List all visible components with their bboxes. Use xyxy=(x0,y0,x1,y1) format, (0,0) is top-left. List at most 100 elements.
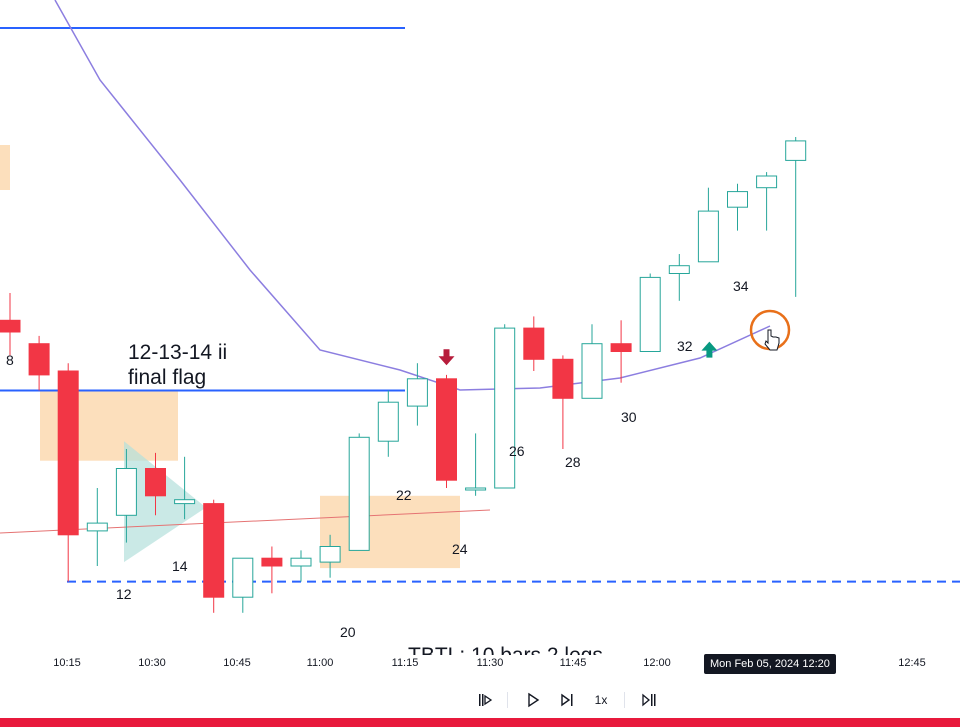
chart-pane[interactable]: 12-13-14 ii final flag TBTL: 10 bars 2 l… xyxy=(0,0,960,655)
candle-16 xyxy=(232,557,254,613)
play-button[interactable] xyxy=(522,688,544,712)
play-icon xyxy=(528,692,540,708)
toolbar-separator xyxy=(507,692,508,708)
bar-count-label: 24 xyxy=(452,541,468,557)
replay-toolbar: 1x xyxy=(0,682,960,718)
candle-28 xyxy=(581,324,603,399)
bar-count-label: 22 xyxy=(396,487,412,503)
candle-33 xyxy=(727,183,748,231)
candle-22 xyxy=(406,363,428,426)
sell-arrow-icon xyxy=(438,349,455,366)
annotation-flag-line1: 12-13-14 ii xyxy=(128,341,228,364)
candle-body xyxy=(86,522,108,532)
candle-body xyxy=(581,343,603,399)
candle-body xyxy=(494,327,516,489)
candle-body xyxy=(785,140,807,161)
candle-body xyxy=(552,358,574,399)
candle-21 xyxy=(377,390,399,457)
candle-body xyxy=(319,546,341,563)
progress-stripe xyxy=(0,718,960,727)
candle-body xyxy=(756,175,778,189)
candle-20 xyxy=(348,433,370,551)
time-tick-label: 11:00 xyxy=(306,657,334,669)
price-chart[interactable] xyxy=(0,0,960,655)
ema-line xyxy=(54,0,771,391)
bar-count-label: 32 xyxy=(677,338,693,354)
time-tick-label: 10:15 xyxy=(53,657,81,669)
time-tick-label: 11:45 xyxy=(559,657,587,669)
candle-body xyxy=(668,265,690,275)
candle-23 xyxy=(436,374,457,488)
step-forward-icon xyxy=(561,693,573,707)
candle-body xyxy=(697,210,719,263)
candle-body xyxy=(610,343,632,353)
candle-12 xyxy=(115,449,137,543)
candle-34 xyxy=(756,172,778,231)
candle-body xyxy=(203,503,225,598)
candle-body xyxy=(57,370,79,536)
candle-body xyxy=(436,378,457,481)
candle-35 xyxy=(785,137,807,297)
candle-body xyxy=(523,327,545,360)
candle-11 xyxy=(86,488,108,566)
speed-button[interactable]: 1x xyxy=(594,693,608,707)
candle-24 xyxy=(465,433,487,496)
candle-body xyxy=(727,191,748,208)
bar-count-label: 28 xyxy=(565,454,581,470)
candle-10 xyxy=(57,363,79,582)
candle-26 xyxy=(523,316,545,371)
candle-31 xyxy=(668,254,690,301)
candle-body xyxy=(261,557,283,567)
buy-arrow-icon xyxy=(701,341,718,358)
crosshair-time-label: Mon Feb 05, 2024 12:20 xyxy=(704,654,836,674)
candle-14 xyxy=(174,456,196,520)
bar-count-label: 20 xyxy=(340,624,356,640)
zone-rect xyxy=(0,145,10,190)
candle-25 xyxy=(494,324,516,489)
hand-cursor-icon xyxy=(764,329,780,351)
bar-count-label: 12 xyxy=(116,586,132,602)
candle-32 xyxy=(697,187,719,263)
bar-count-label: 26 xyxy=(509,443,525,459)
bar-count-label: 8 xyxy=(6,352,14,368)
candle-body xyxy=(115,468,137,516)
annotation-flag-line2: final flag xyxy=(128,366,207,389)
time-tick-label: 10:30 xyxy=(138,657,166,669)
skip-forward-icon xyxy=(642,693,656,707)
jump-to-realtime-button[interactable] xyxy=(638,688,660,712)
time-tick-label: 12:45 xyxy=(898,657,926,669)
candle-body xyxy=(0,319,21,333)
time-tick-label: 11:30 xyxy=(476,657,504,669)
toolbar-separator xyxy=(624,692,625,708)
candle-27 xyxy=(552,355,574,449)
candle-body xyxy=(290,557,312,567)
candle-13 xyxy=(145,452,166,516)
triangle-pattern xyxy=(124,441,206,563)
candle-body xyxy=(465,487,487,491)
candle-body xyxy=(174,499,196,505)
candle-body xyxy=(28,343,50,376)
annotation-bottom-note: TBTL: 10 bars 2 legs xyxy=(408,644,603,655)
candle-body xyxy=(639,276,661,352)
candle-body xyxy=(377,401,399,442)
trend-line xyxy=(0,509,491,534)
candle-30 xyxy=(639,273,661,352)
step-forward-button[interactable] xyxy=(556,688,578,712)
candle-9 xyxy=(28,335,50,391)
candle-18 xyxy=(290,550,312,582)
bar-count-label: 30 xyxy=(621,409,637,425)
time-tick-label: 10:45 xyxy=(223,657,251,669)
candle-19 xyxy=(319,534,341,578)
candle-body xyxy=(232,557,254,598)
candle-17 xyxy=(261,546,283,594)
time-tick-label: 12:00 xyxy=(643,657,671,669)
candle-body xyxy=(348,436,370,551)
bar-count-label: 14 xyxy=(172,558,188,574)
candle-body xyxy=(145,468,166,497)
skip-back-icon xyxy=(479,694,493,706)
jump-to-start-button[interactable] xyxy=(474,688,496,712)
bar-count-label: 34 xyxy=(733,278,749,294)
zone-rect xyxy=(320,495,460,569)
candle-29 xyxy=(610,320,632,383)
candle-8 xyxy=(0,293,21,356)
